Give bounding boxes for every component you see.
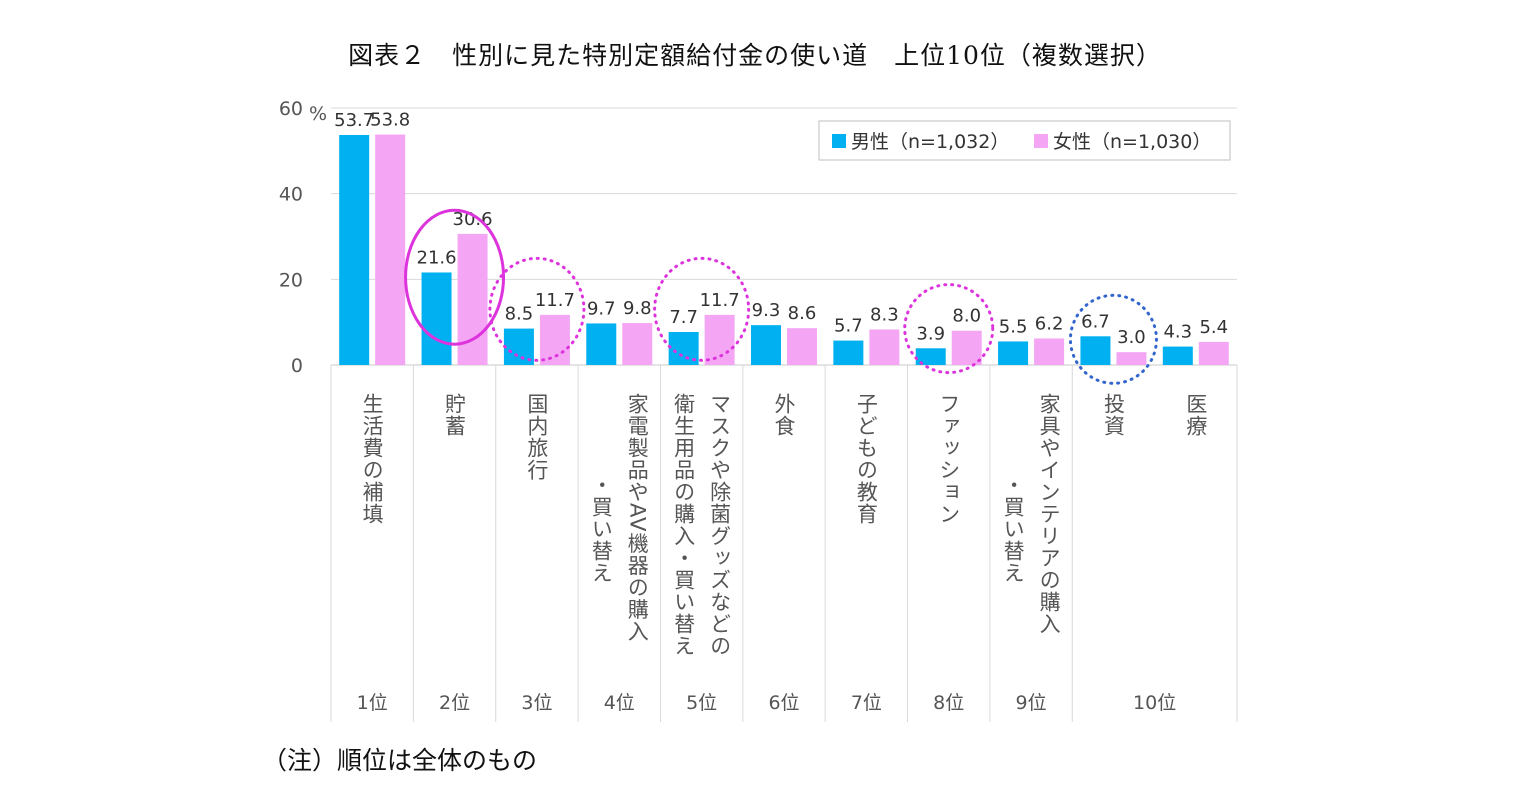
data-label: 4.3 bbox=[1163, 322, 1192, 343]
bar-male bbox=[998, 341, 1029, 365]
legend-swatch bbox=[1034, 134, 1048, 148]
data-label: 11.7 bbox=[535, 290, 575, 311]
legend: 男性（n=1,032） 女性（n=1,030） bbox=[818, 120, 1231, 161]
category-label: マスクや除菌グッズなどの bbox=[708, 393, 732, 657]
bar-female bbox=[457, 233, 488, 365]
category-label: 子どもの教育 bbox=[854, 393, 878, 525]
bar-female bbox=[869, 329, 900, 365]
bar-female bbox=[375, 134, 406, 365]
category-label: 生活費の補填 bbox=[360, 393, 384, 525]
chart-title: 図表２ 性別に見た特別定額給付金の使い道 上位10位（複数選択） bbox=[348, 41, 1162, 70]
bar-male bbox=[1162, 346, 1193, 365]
data-label: 6.2 bbox=[1035, 313, 1064, 334]
highlight-circle bbox=[488, 256, 586, 362]
bar-female bbox=[704, 314, 735, 365]
data-label: 8.5 bbox=[505, 304, 534, 325]
y-axis: 0 20 40 60% bbox=[279, 98, 327, 377]
category-label: ファッション bbox=[937, 393, 961, 525]
bar-female bbox=[787, 328, 817, 365]
rank-label: 2位 bbox=[439, 692, 470, 714]
highlight-circle bbox=[1068, 293, 1158, 385]
data-label: 30.6 bbox=[453, 209, 493, 230]
bar-male bbox=[751, 325, 781, 365]
bar-female bbox=[1034, 338, 1065, 365]
bar-male bbox=[421, 272, 452, 365]
bar-male bbox=[833, 340, 864, 365]
data-label: 8.3 bbox=[870, 304, 899, 325]
data-label: 6.7 bbox=[1081, 311, 1110, 332]
category-label: 国内旅行 bbox=[525, 393, 549, 481]
highlight-circle bbox=[653, 256, 751, 362]
data-label: 11.7 bbox=[700, 290, 740, 311]
category-label: ・買い替え bbox=[1001, 474, 1025, 584]
data-label: 9.8 bbox=[623, 298, 652, 319]
rank-label: 8位 bbox=[933, 692, 964, 714]
y-unit-label: % bbox=[309, 103, 327, 125]
bar-female bbox=[1116, 352, 1147, 365]
data-label: 53.8 bbox=[370, 110, 410, 131]
data-label: 8.6 bbox=[788, 303, 817, 324]
legend-box bbox=[818, 120, 1231, 161]
y-tick-label: 20 bbox=[279, 269, 303, 291]
bar-male bbox=[586, 323, 617, 365]
chart-note: （注）順位は全体のもの bbox=[262, 746, 538, 775]
category-labels: 生活費の補填1位貯蓄2位国内旅行3位家電製品やAV機器の購入・買い替え4位マスク… bbox=[357, 393, 1208, 714]
category-label: 貯蓄 bbox=[443, 393, 467, 437]
data-labels: 53.753.821.630.68.511.7 9.7 9.8 7.711.7 9.3 8… bbox=[334, 110, 1228, 349]
grid-lines bbox=[330, 107, 1238, 722]
category-label: 家具やインテリアの購入 bbox=[1037, 393, 1061, 635]
y-tick-label: 60 bbox=[279, 98, 303, 120]
y-tick-label: 40 bbox=[279, 184, 303, 206]
data-label: 53.7 bbox=[334, 110, 374, 131]
data-label: 3.0 bbox=[1117, 327, 1146, 348]
rank-label: 10位 bbox=[1133, 692, 1176, 714]
data-label: 5.4 bbox=[1199, 317, 1228, 338]
data-label: 8.0 bbox=[952, 306, 981, 327]
data-label: 7.7 bbox=[669, 307, 698, 328]
data-label: 9.3 bbox=[752, 300, 781, 321]
data-label: 5.5 bbox=[999, 316, 1028, 337]
category-label: 衛生用品の購入・買い替え bbox=[672, 393, 696, 657]
y-tick-label: 0 bbox=[291, 355, 303, 377]
rank-label: 7位 bbox=[851, 692, 882, 714]
category-label: 医療 bbox=[1184, 393, 1208, 437]
legend-swatch bbox=[832, 134, 846, 148]
legend-label: 女性（n=1,030） bbox=[1053, 131, 1211, 153]
highlight-circle bbox=[404, 208, 506, 346]
highlight-circle bbox=[903, 283, 995, 375]
bar-female bbox=[622, 323, 653, 365]
rank-label: 3位 bbox=[521, 692, 552, 714]
category-label: 投資 bbox=[1101, 393, 1125, 437]
rank-label: 1位 bbox=[357, 692, 388, 714]
data-label: 9.7 bbox=[587, 298, 616, 319]
legend-label: 男性（n=1,032） bbox=[851, 131, 1009, 153]
bar-female bbox=[539, 314, 570, 365]
data-label: 3.9 bbox=[916, 323, 945, 344]
bar-female bbox=[1198, 341, 1229, 365]
category-label: ・買い替え bbox=[589, 474, 613, 584]
rank-label: 6位 bbox=[768, 692, 799, 714]
bar-female bbox=[951, 330, 982, 365]
category-label: 外食 bbox=[772, 393, 796, 437]
rank-label: 5位 bbox=[686, 692, 717, 714]
annotation-circles bbox=[404, 208, 1158, 385]
data-label: 5.7 bbox=[834, 316, 863, 337]
category-label: 家電製品やAV機器の購入 bbox=[625, 393, 649, 642]
data-label: 21.6 bbox=[417, 247, 457, 268]
rank-label: 4位 bbox=[604, 692, 635, 714]
bar-male bbox=[1080, 336, 1111, 365]
bar-male bbox=[339, 134, 370, 365]
rank-label: 9位 bbox=[1016, 692, 1047, 714]
bar-male bbox=[915, 348, 946, 365]
